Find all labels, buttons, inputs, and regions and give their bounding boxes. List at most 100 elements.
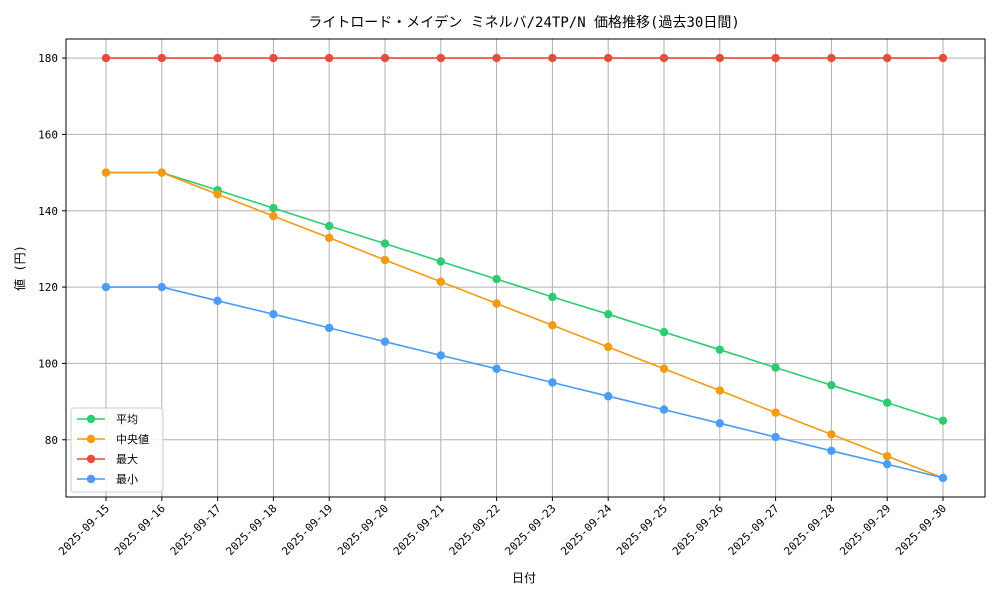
legend-box [70, 407, 164, 493]
data-point [604, 309, 613, 319]
data-point [771, 363, 780, 372]
x-tick-label: 2025-09-18 [223, 502, 279, 558]
legend-swatch-marker [86, 454, 96, 464]
data-point [604, 342, 613, 352]
data-point [827, 446, 836, 456]
data-point [715, 386, 724, 395]
x-tick-label: 2025-09-27 [726, 502, 782, 558]
data-point [269, 309, 278, 319]
x-tick-label: 2025-09-21 [391, 502, 447, 558]
legend-swatch-marker [86, 414, 96, 424]
data-point [659, 327, 669, 337]
data-point [883, 53, 892, 63]
y-tick-label: 160 [38, 128, 58, 141]
chart-title: ライトロード・メイデン ミネルバ/24TP/N 価格推移(過去30日間) [308, 14, 740, 31]
series-平均 [101, 168, 948, 425]
series-line [106, 171, 944, 479]
data-point [492, 299, 501, 308]
data-point [380, 239, 390, 248]
series-line [106, 286, 944, 479]
x-tick-label: 2025-09-22 [447, 502, 503, 558]
data-point [101, 168, 111, 177]
data-point [436, 351, 445, 360]
x-tick-label: 2025-09-17 [168, 502, 224, 558]
legend-label: 中央値 [116, 433, 149, 446]
data-point [492, 364, 501, 373]
x-tick-label: 2025-09-20 [335, 502, 391, 558]
data-point [715, 419, 724, 428]
data-point [380, 255, 390, 265]
x-tick-label: 2025-09-15 [56, 502, 112, 558]
data-point [213, 296, 222, 306]
data-point [715, 53, 724, 63]
data-point [325, 221, 334, 231]
legend-label: 平均 [116, 413, 138, 426]
data-point [548, 292, 557, 302]
x-tick-label: 2025-09-26 [670, 502, 726, 558]
data-point [548, 53, 557, 63]
data-point [325, 53, 334, 63]
data-point [827, 430, 836, 439]
data-point [157, 282, 166, 292]
data-point [715, 345, 724, 354]
x-axis-ticks: 2025-09-15 2025-09-16 2025-09-17 2025-09-18… [56, 497, 949, 558]
data-point [883, 459, 892, 469]
x-axis-title: 日付 [512, 571, 536, 585]
data-point [827, 380, 836, 390]
legend-swatch-marker [86, 474, 96, 484]
data-point [659, 53, 669, 63]
data-point [269, 211, 278, 221]
y-tick-label: 80 [45, 434, 58, 447]
data-point [213, 190, 222, 199]
data-point [325, 233, 334, 243]
data-point [938, 53, 948, 63]
data-point [883, 398, 892, 407]
data-point [101, 53, 111, 63]
data-point [548, 321, 557, 330]
x-tick-label: 2025-09-29 [837, 502, 893, 558]
data-point [659, 364, 669, 373]
y-tick-label: 180 [38, 52, 58, 65]
legend-label: 最大 [116, 452, 138, 466]
series-line [106, 171, 944, 422]
data-point [827, 53, 836, 63]
data-point [213, 53, 222, 63]
y-axis-title: 値 (円) [12, 245, 27, 291]
x-tick-label: 2025-09-25 [614, 502, 670, 558]
x-tick-label: 2025-09-24 [558, 502, 614, 558]
grid-lines [66, 39, 985, 497]
data-point [883, 451, 892, 461]
data-point [604, 392, 613, 401]
y-axis-ticks: 80 100 120 140 160 180 [38, 52, 66, 447]
data-point [157, 53, 166, 63]
data-point [659, 405, 669, 414]
data-point [492, 53, 501, 63]
data-point [771, 53, 780, 63]
data-point [380, 53, 390, 63]
data-point [325, 323, 334, 333]
data-point [938, 416, 948, 425]
plot-area [65, 38, 986, 498]
x-tick-label: 2025-09-23 [502, 502, 558, 558]
y-tick-label: 100 [38, 357, 58, 370]
data-point [436, 277, 445, 286]
x-tick-label: 2025-09-30 [893, 502, 949, 558]
data-point [380, 337, 390, 346]
x-tick-label: 2025-09-16 [112, 502, 168, 558]
y-tick-label: 140 [38, 205, 58, 218]
data-point [492, 274, 501, 284]
x-tick-label: 2025-09-19 [279, 502, 335, 558]
series-中央値 [101, 168, 948, 483]
data-point [436, 53, 445, 63]
legend-label: 最小 [116, 473, 138, 486]
data-point [157, 168, 166, 177]
data-point [604, 53, 613, 63]
legend-swatch-marker [86, 434, 96, 444]
y-tick-label: 120 [38, 281, 58, 294]
data-point [771, 408, 780, 417]
data-point [771, 432, 780, 442]
data-point [269, 53, 278, 63]
series-group [101, 53, 948, 483]
